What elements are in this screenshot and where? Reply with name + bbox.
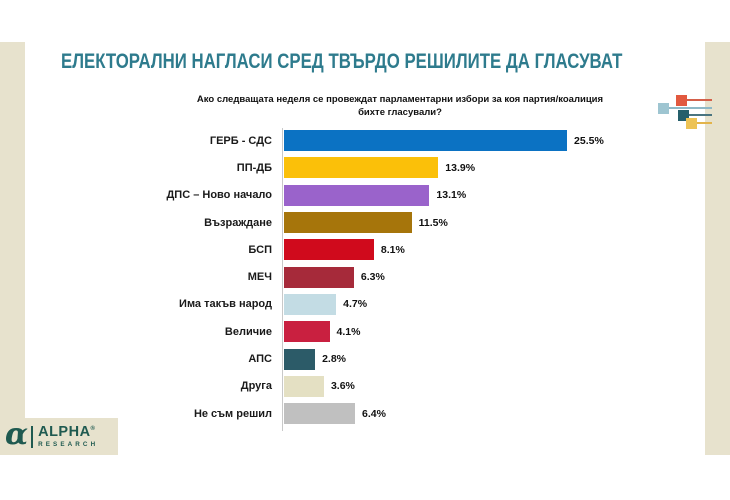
bar-area: 2.8% <box>283 348 620 370</box>
chart-row: МЕЧ 6.3% <box>60 263 620 290</box>
decor-square-red <box>676 95 687 106</box>
bar <box>284 239 374 261</box>
logo-divider <box>31 425 34 448</box>
right-border-strip <box>705 42 730 455</box>
value-label: 3.6% <box>330 380 355 393</box>
chart-row: ГЕРБ - СДС 25.5% <box>60 127 620 154</box>
party-label: ДПС – Ново начало <box>166 189 272 202</box>
party-label: Друга <box>240 380 272 393</box>
decor-line-red <box>687 99 712 101</box>
value-label: 13.1% <box>436 189 467 202</box>
registered-mark: ® <box>90 426 96 433</box>
chart-rows: ГЕРБ - СДС 25.5% ПП-ДБ 13.9% ДПС – Ново нача… <box>60 127 620 427</box>
value-label: 4.7% <box>343 298 368 311</box>
chart-row: Величие 4.1% <box>60 318 620 345</box>
bar-area: 4.1% <box>283 321 620 343</box>
bar <box>284 157 439 179</box>
logo-brand: ALPHA® <box>38 424 96 441</box>
logo-block: α ALPHA® RESEARCH <box>0 418 118 455</box>
party-label: МЕЧ <box>247 271 272 284</box>
chart-row: Не съм решил 6.4% <box>60 400 620 427</box>
chart-row: ПП-ДБ 13.9% <box>60 154 620 181</box>
value-label: 13.9% <box>445 161 476 174</box>
chart-row: Друга 3.6% <box>60 373 620 400</box>
bar-area: 13.9% <box>283 157 620 179</box>
bar <box>284 375 324 397</box>
axis-line <box>282 128 283 431</box>
bar <box>284 266 354 288</box>
decor-square-light-blue <box>658 103 669 114</box>
chart-row: Има такъв народ 4.7% <box>60 291 620 318</box>
decor-line-dark-teal <box>689 114 712 116</box>
party-label: Величие <box>224 325 272 338</box>
decor-square-yellow <box>686 118 697 129</box>
alpha-logo-icon: α <box>5 416 29 452</box>
bar-area: 4.7% <box>283 293 620 315</box>
bar <box>284 403 356 425</box>
bar <box>284 212 412 234</box>
value-label: 11.5% <box>418 216 448 229</box>
bar <box>284 348 316 370</box>
decor-line-light-blue <box>669 107 712 109</box>
party-label: БСП <box>248 243 272 256</box>
bar <box>284 130 568 152</box>
party-label: Има такъв народ <box>179 298 272 311</box>
bar-area: 25.5% <box>283 130 620 152</box>
party-label: Възраждане <box>204 216 272 229</box>
bar <box>284 293 337 315</box>
value-label: 6.3% <box>360 271 385 284</box>
bar <box>284 321 330 343</box>
bar-area: 11.5% <box>283 212 620 234</box>
chart-row: БСП 8.1% <box>60 236 620 263</box>
value-label: 4.1% <box>336 325 361 338</box>
party-label: ГЕРБ - СДС <box>209 134 272 147</box>
value-label: 6.4% <box>362 407 386 420</box>
bar-area: 6.4% <box>283 403 620 425</box>
left-border-strip <box>0 42 25 455</box>
chart-row: ДПС – Ново начало 13.1% <box>60 182 620 209</box>
party-label: ПП-ДБ <box>236 161 272 174</box>
bar-area: 13.1% <box>283 184 620 206</box>
value-label: 8.1% <box>380 243 405 256</box>
logo-text: ALPHA® RESEARCH <box>38 425 98 448</box>
bar-area: 6.3% <box>283 266 620 288</box>
value-label: 2.8% <box>322 353 347 366</box>
party-label: АПС <box>248 353 272 366</box>
decor-square-dark-teal <box>678 110 689 121</box>
survey-question: Ако следващата неделя се провеждат парла… <box>196 94 604 119</box>
chart-row: АПС 2.8% <box>60 345 620 372</box>
bar-area: 3.6% <box>283 375 620 397</box>
party-label: Не съм решил <box>193 407 272 420</box>
bar <box>284 184 430 206</box>
decor-line-yellow <box>697 122 712 124</box>
chart-row: Възраждане 11.5% <box>60 209 620 236</box>
page-title: ЕЛЕКТОРАЛНИ НАГЛАСИ СРЕД ТВЪРДО РЕШИЛИТЕ… <box>61 50 623 73</box>
bar-chart: ГЕРБ - СДС 25.5% ПП-ДБ 13.9% ДПС – Ново нача… <box>60 127 620 431</box>
logo-sub: RESEARCH <box>38 440 99 448</box>
value-label: 25.5% <box>574 134 604 147</box>
bar-area: 8.1% <box>283 239 620 261</box>
